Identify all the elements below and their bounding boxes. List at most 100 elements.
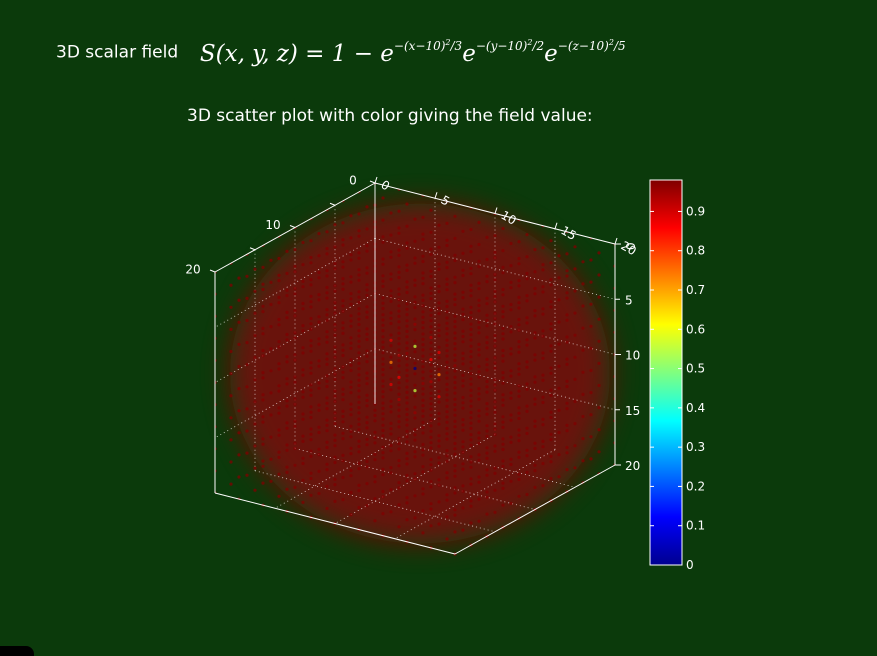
scatter-point [421,326,425,330]
scatter-point [357,483,361,487]
scatter-point [533,441,537,445]
scatter-point [365,426,369,430]
scatter-point [501,226,505,231]
scatter-point [493,295,497,299]
scatter-point [389,255,393,259]
scatter-point [541,395,545,399]
scatter-point [589,391,593,395]
scatter-point [261,348,265,353]
scatter-point [453,253,457,257]
scatter-point [477,441,481,445]
scatter-point [533,270,537,274]
scatter-point [469,360,473,364]
grid-line [394,449,556,540]
scatter-point [525,271,529,276]
scatter-point [429,380,433,384]
scatter-point [389,294,393,298]
scatter-point [445,277,449,281]
scatter-point [453,358,457,362]
scatter-point [261,464,265,468]
scatter-point [469,322,473,326]
scatter-point [405,335,409,339]
tick-label: 15 [559,223,579,243]
scatter-point [461,229,465,233]
scatter-point [421,448,425,452]
scatter-point [469,311,473,315]
scatter-point [445,243,449,248]
scatter-point [413,433,417,437]
scatter-point [469,266,473,270]
scatter-point [501,393,505,397]
scatter-point [333,350,337,354]
scatter-point [445,288,449,292]
scatter-point [461,329,465,333]
scatter-point [365,459,369,464]
scatter-point [493,378,497,382]
scatter-point [317,359,321,363]
scatter-point [525,454,529,458]
scatter-point [477,298,481,302]
axis-line [614,237,618,245]
scatter-point [429,325,433,329]
scatter-point [573,267,577,271]
scatter-point [437,345,441,349]
scatter-point [405,313,409,317]
scatter-point [533,292,537,296]
scatter-point [285,271,289,276]
scatter-point [397,364,401,368]
scatter-point [349,253,353,257]
scatter-point [341,221,345,225]
scatter-point [501,486,505,490]
scatter-point [309,415,313,420]
axis-line [554,222,558,229]
scatter-point [373,458,377,462]
scatter-point [501,287,505,292]
scatter-point [309,349,313,353]
scatter-point [301,263,305,267]
scatter-point [349,302,353,306]
scatter-point [557,364,561,368]
scatter-point [333,367,337,371]
scatter-point [461,351,465,355]
scatter-point [285,426,289,430]
scatter-point [333,483,337,487]
scatter-point [453,375,457,379]
scatter-point [285,288,289,292]
scatter-point [461,290,465,294]
scatter-point [413,438,417,442]
scatter-point [413,366,417,371]
scatter-point [501,447,505,452]
scatter-point [477,287,481,291]
scatter-point [509,440,513,444]
scatter-point [309,322,313,326]
scatter-point [357,278,361,282]
grid-line [334,434,496,524]
scatter-point [341,365,345,369]
scatter-point [461,373,465,377]
scatter-point [277,389,281,393]
scatter-point [365,443,369,447]
scatter-point [477,475,481,479]
scatter-point [453,508,457,512]
scatter-point [381,423,385,427]
scatter-point [445,266,449,270]
scatter-point [429,286,433,290]
scatter-point [437,328,441,332]
scatter-point [453,214,457,218]
scatter-point [381,379,385,383]
axis-line [214,492,456,555]
scatter-point [477,497,481,501]
scatter-point [477,259,481,263]
scatter-point [485,346,489,350]
scatter-point [485,434,489,438]
scatter-point [493,333,497,338]
scatter-point [541,329,545,333]
scatter-point [253,289,257,293]
scatter-point [477,436,481,440]
scatter-point [381,345,385,349]
scatter-point [317,469,321,473]
scatter-point [509,264,513,268]
scatter-point [429,208,433,212]
scatter-point [557,386,561,390]
scatter-point [405,329,409,333]
